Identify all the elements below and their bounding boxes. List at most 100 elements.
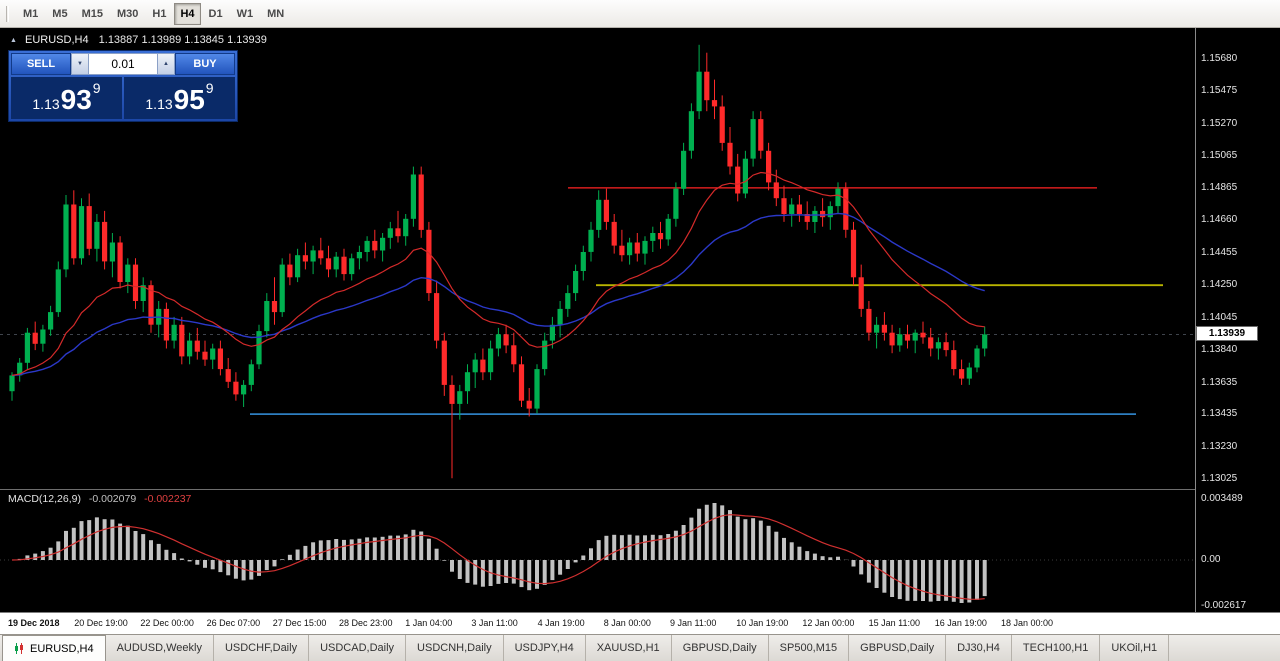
time-axis-label: 16 Jan 19:00 (934, 618, 987, 628)
chart-ohlc-values: 1.13887 1.13989 1.13845 1.13939 (98, 34, 267, 46)
chart-tab-usdjpy-h4[interactable]: USDJPY,H4 (504, 635, 586, 661)
macd-axis-label: -0.002617 (1201, 599, 1247, 611)
time-axis-label: 4 Jan 19:00 (537, 618, 585, 628)
price-axis-label: 1.13435 (1201, 408, 1238, 420)
timeframe-button-m30[interactable]: M30 (111, 3, 144, 25)
buy-button[interactable]: BUY (175, 53, 235, 75)
price-axis-label: 1.13635 (1201, 376, 1238, 388)
chart-tab-gbpusd-daily[interactable]: GBPUSD,Daily (672, 635, 769, 661)
one-click-collapse-icon[interactable]: ▲ (10, 37, 17, 44)
tab-label: SP500,M15 (779, 642, 838, 654)
timeframe-button-d1[interactable]: D1 (203, 3, 229, 25)
tab-label: GBPUSD,Daily (860, 642, 935, 654)
timeframe-button-m15[interactable]: M15 (76, 3, 109, 25)
time-axis[interactable]: 19 Dec 2018 20 Dec 19:00 22 Dec 00:00 26 De… (0, 612, 1280, 634)
timeframe-button-mn[interactable]: MN (261, 3, 290, 25)
price-chart-canvas[interactable] (0, 28, 1195, 489)
chevron-up-icon: ▲ (163, 61, 169, 67)
chart-tab-dj30-h4[interactable]: DJ30,H4 (946, 635, 1012, 661)
candlestick-chart-icon (14, 643, 25, 654)
macd-axis-label: 0.003489 (1201, 492, 1243, 504)
time-axis-label: 19 Dec 2018 (8, 618, 60, 628)
time-axis-label: 22 Dec 00:00 (140, 618, 194, 628)
chart-tab-sp500-m15[interactable]: SP500,M15 (769, 635, 850, 661)
time-axis-label: 10 Jan 19:00 (736, 618, 789, 628)
tab-label: TECH100,H1 (1022, 642, 1089, 654)
time-axis-label: 18 Jan 00:00 (1001, 618, 1054, 628)
bid-price-pipette: 9 (92, 80, 101, 96)
current-price-badge: 1.13939 (1196, 326, 1258, 342)
time-axis-label: 9 Jan 11:00 (670, 618, 717, 628)
tab-label: USDCAD,Daily (320, 642, 395, 654)
macd-signal-value: -0.002237 (144, 493, 192, 505)
ask-price-prefix: 1.13 (145, 96, 173, 112)
price-axis-label: 1.14045 (1201, 311, 1238, 323)
tab-label: USDCNH,Daily (417, 642, 492, 654)
price-axis-label: 1.14865 (1201, 181, 1238, 193)
time-axis-label: 28 Dec 23:00 (339, 618, 393, 628)
chart-tab-usdchf-daily[interactable]: USDCHF,Daily (214, 635, 310, 661)
macd-axis[interactable]: 0.003489 0.00 -0.002617 (1195, 490, 1280, 612)
tab-label: DJ30,H4 (957, 642, 1000, 654)
ask-price-big-digits: 95 (173, 84, 205, 115)
timeframe-buttons-group: M1 M5 M15 M30 H1 H4 D1 W1 MN (16, 2, 291, 25)
ask-price-display[interactable]: 1.13 95 9 (124, 77, 235, 119)
volume-input[interactable] (89, 53, 157, 75)
chart-tab-audusd-weekly[interactable]: AUDUSD,Weekly (106, 635, 214, 661)
chart-tab-gbpusd-daily[interactable]: GBPUSD,Daily (849, 635, 947, 661)
tab-label: GBPUSD,Daily (682, 642, 757, 654)
indicator-panel-divider[interactable] (0, 489, 1280, 490)
bid-price-big-digits: 93 (60, 84, 92, 115)
chevron-down-icon: ▼ (77, 61, 83, 67)
price-axis-label: 1.14660 (1201, 214, 1238, 226)
macd-indicator-canvas[interactable] (0, 490, 1195, 612)
chart-symbol-label: EURUSD,H4 (25, 34, 89, 46)
chart-tab-eurusd-h4[interactable]: EURUSD,H4 (2, 635, 106, 661)
chart-tab-xauusd-h1[interactable]: XAUUSD,H1 (586, 635, 672, 661)
time-axis-label: 12 Jan 00:00 (802, 618, 855, 628)
time-axis-label: 26 Dec 07:00 (206, 618, 261, 628)
price-axis-label: 1.13230 (1201, 440, 1238, 452)
timeframe-button-h4[interactable]: H4 (174, 2, 201, 25)
toolbar-grip[interactable] (6, 5, 9, 22)
macd-main-value: -0.002079 (88, 493, 137, 505)
chart-tabs-bar: EURUSD,H4 AUDUSD,Weekly USDCHF,Daily USDCAD… (0, 634, 1280, 661)
timeframe-button-w1[interactable]: W1 (231, 3, 260, 25)
time-axis-label: 20 Dec 19:00 (74, 618, 128, 628)
price-axis-label: 1.15270 (1201, 117, 1238, 129)
price-axis[interactable]: 1.15680 1.15475 1.15270 1.15065 1.14865 1.146… (1195, 28, 1280, 490)
time-axis-label: 15 Jan 11:00 (868, 618, 920, 628)
time-axis-label: 27 Dec 15:00 (272, 618, 327, 628)
timeframe-button-m1[interactable]: M1 (17, 3, 44, 25)
price-axis-label: 1.15475 (1201, 85, 1238, 97)
one-click-prices-row: 1.13 93 9 1.13 95 9 (11, 77, 235, 119)
chart-tab-ukoil-h1[interactable]: UKOil,H1 (1100, 635, 1170, 661)
price-axis-label: 1.14455 (1201, 246, 1238, 258)
macd-indicator-label: MACD(12,26,9) -0.002079 -0.002237 (8, 493, 191, 505)
tab-label: AUDUSD,Weekly (116, 642, 202, 654)
chart-tab-usdcad-daily[interactable]: USDCAD,Daily (309, 635, 407, 661)
price-axis-label: 1.13025 (1201, 473, 1238, 484)
price-axis-label: 1.15065 (1201, 150, 1238, 162)
bid-price-prefix: 1.13 (32, 96, 60, 112)
volume-down-button[interactable]: ▼ (71, 53, 89, 75)
volume-up-button[interactable]: ▲ (157, 53, 175, 75)
tab-label: USDJPY,H4 (514, 642, 574, 654)
macd-axis-label: 0.00 (1201, 554, 1221, 565)
chart-window: ▲ EURUSD,H4 1.13887 1.13989 1.13845 1.13… (0, 28, 1280, 634)
time-axis-label: 1 Jan 04:00 (405, 618, 453, 628)
macd-name: MACD(12,26,9) (8, 493, 81, 505)
timeframe-button-h1[interactable]: H1 (146, 3, 172, 25)
tab-label: UKOil,H1 (1111, 642, 1158, 654)
chart-tab-usdcnh-daily[interactable]: USDCNH,Daily (406, 635, 504, 661)
timeframe-button-m5[interactable]: M5 (46, 3, 73, 25)
one-click-buttons-row: SELL ▼ ▲ BUY (11, 53, 235, 75)
chart-tab-tech100-h1[interactable]: TECH100,H1 (1012, 635, 1101, 661)
tab-label: EURUSD,H4 (30, 642, 94, 655)
time-axis-label: 8 Jan 00:00 (603, 618, 651, 628)
price-axis-label: 1.13840 (1201, 344, 1238, 356)
bid-price-display[interactable]: 1.13 93 9 (11, 77, 122, 119)
sell-button[interactable]: SELL (11, 53, 71, 75)
ask-price-pipette: 9 (205, 80, 214, 96)
